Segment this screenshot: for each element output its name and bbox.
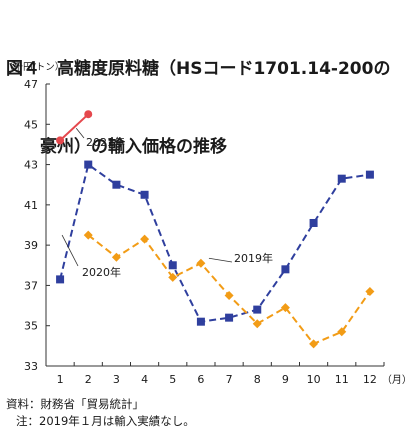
chart-title-line-1: 図４ 高糖度原料糖（HSコード1701.14-200の — [6, 59, 391, 79]
series-0-leader — [75, 127, 85, 139]
x-tick-label-11: 11 — [335, 373, 349, 386]
chart-series — [56, 110, 375, 349]
series-2-point-3 — [111, 252, 121, 262]
series-2-point-2 — [83, 230, 93, 240]
x-tick-label-9: 9 — [282, 373, 289, 386]
x-tick-label-7: 7 — [226, 373, 233, 386]
series-2-point-11 — [337, 327, 347, 337]
series-1-point-5 — [168, 261, 177, 270]
y-tick-label-33: 33 — [24, 360, 38, 373]
series-1-point-6 — [196, 317, 205, 326]
series-2-point-4 — [140, 234, 150, 244]
series-1-point-11 — [337, 174, 346, 183]
y-tick-label-41: 41 — [24, 199, 38, 212]
x-tick-label-5: 5 — [169, 373, 176, 386]
series-1-point-8 — [253, 305, 262, 314]
chart-source: 資料：財務省「貿易統計」 — [6, 397, 144, 411]
chart-axes — [45, 83, 385, 367]
y-axis-unit-label: （千円/トン） — [4, 61, 64, 73]
x-tick-label-10: 10 — [307, 373, 321, 386]
chart-note: 注：2019年１月は輸入実績なし。 — [16, 414, 195, 428]
series-0-point-2 — [84, 110, 93, 119]
x-axis-unit-label: （月） — [382, 374, 412, 386]
series-2-line — [87, 234, 371, 346]
series-2-point-5 — [168, 272, 178, 282]
x-tick-label-1: 1 — [57, 373, 64, 386]
x-tick-label-6: 6 — [197, 373, 204, 386]
series-2-point-6 — [196, 258, 206, 268]
series-0-point-1 — [56, 136, 65, 145]
series-1-point-12 — [365, 170, 374, 179]
series-1-point-4 — [140, 190, 149, 199]
y-tick-label-45: 45 — [24, 118, 38, 131]
series-0-label: 2021年 — [86, 135, 125, 149]
y-tick-label-37: 37 — [24, 279, 38, 292]
series-2-point-10 — [309, 339, 319, 349]
x-tick-label-2: 2 — [85, 373, 92, 386]
y-tick-label-35: 35 — [24, 320, 38, 333]
x-tick-label-8: 8 — [254, 373, 261, 386]
series-1-point-10 — [309, 218, 318, 227]
series-1-label: 2020年 — [82, 265, 121, 279]
series-1-point-2 — [84, 160, 93, 169]
series-2-label: 2019年 — [234, 251, 273, 265]
chart-title-line-2: 豪州）の輸入価格の推移 — [6, 137, 227, 157]
series-1-point-7 — [225, 313, 234, 322]
series-0-line — [59, 113, 89, 142]
y-tick-label-43: 43 — [24, 159, 38, 172]
series-1-leader — [61, 234, 79, 267]
x-tick-label-4: 4 — [141, 373, 148, 386]
series-2-leader — [208, 257, 233, 263]
series-1-point-1 — [56, 275, 65, 284]
chart-title: 図４ 高糖度原料糖（HSコード1701.14-200の 豪州）の輸入価格の推移 — [6, 4, 414, 186]
series-2-point-9 — [280, 303, 290, 313]
series-1-point-9 — [281, 265, 290, 274]
series-2-point-7 — [224, 291, 234, 300]
series-2-point-8 — [252, 319, 262, 329]
series-2-point-12 — [365, 286, 375, 296]
y-tick-label-47: 47 — [24, 78, 38, 91]
series-1-point-3 — [112, 180, 121, 189]
series-1-line — [59, 162, 371, 323]
y-tick-label-39: 39 — [24, 239, 38, 252]
x-tick-label-12: 12 — [363, 373, 377, 386]
x-tick-label-3: 3 — [113, 373, 120, 386]
